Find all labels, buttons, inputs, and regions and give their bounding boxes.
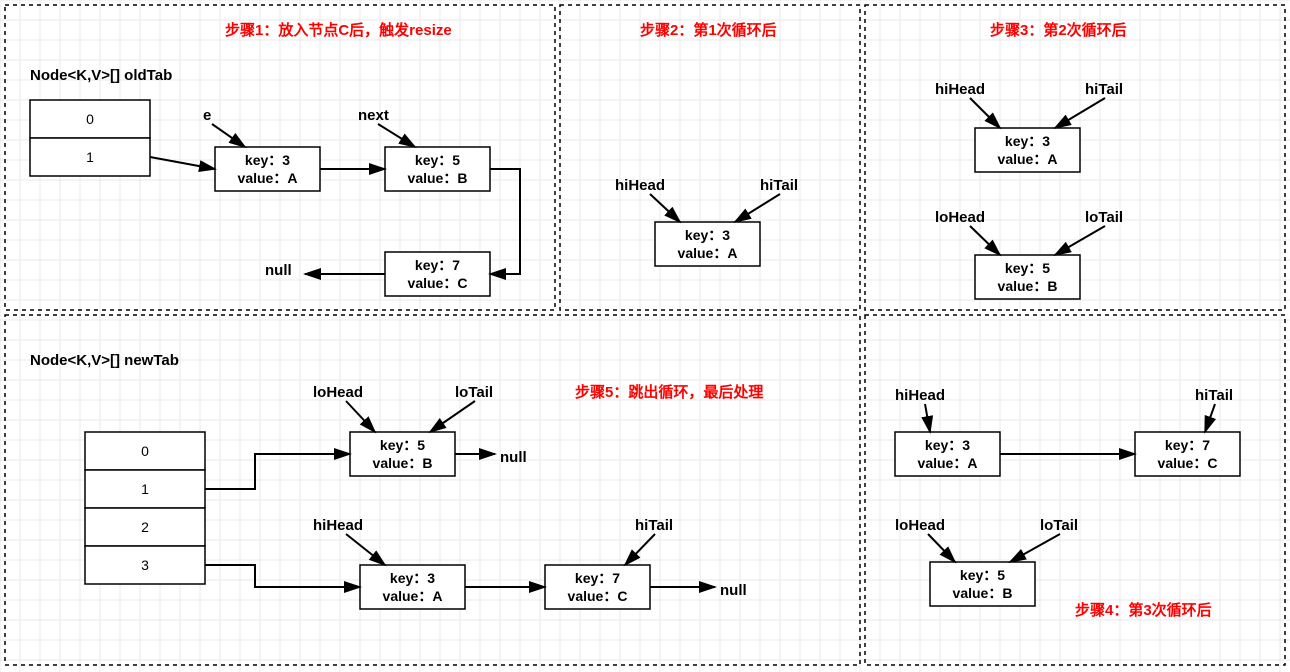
arrow	[735, 194, 780, 222]
p3-hihead: hiHead	[935, 81, 985, 98]
svg-text:key：3: key：3	[925, 437, 970, 453]
arrow	[928, 534, 955, 562]
arrow	[490, 169, 520, 274]
svg-text:value：B: value：B	[998, 278, 1058, 294]
step-title-p3: 步骤3：第2次循环后	[990, 21, 1127, 39]
p2-hihead: hiHead	[615, 177, 665, 194]
svg-text:value：A: value：A	[383, 588, 443, 604]
svg-text:key：7: key：7	[415, 257, 460, 273]
arrow	[970, 98, 1000, 128]
p1-node-5: key：5 value：B	[385, 147, 490, 191]
p5-node-hi3: key：3 value：A	[360, 565, 465, 609]
arrow	[205, 454, 350, 489]
arrow	[205, 565, 360, 587]
svg-text:value：B: value：B	[953, 585, 1013, 601]
svg-text:value：A: value：A	[998, 151, 1058, 167]
svg-text:1: 1	[141, 481, 149, 497]
svg-text:key：5: key：5	[960, 567, 1005, 583]
diagram-canvas: 步骤1：放入节点C后，触发resize 步骤2：第1次循环后 步骤3：第2次循环后步…	[0, 0, 1290, 672]
svg-text:key：5: key：5	[1005, 260, 1050, 276]
svg-text:2: 2	[141, 519, 149, 535]
newtab-label: Node<K,V>[] newTab	[30, 352, 179, 369]
p3-lohead: loHead	[935, 209, 985, 226]
p1-null: null	[265, 262, 292, 279]
step-title-p5: 步骤5：跳出循环，最后处理	[575, 383, 763, 401]
arrow	[925, 404, 930, 432]
svg-text:key：3: key：3	[1005, 133, 1050, 149]
svg-text:3: 3	[141, 557, 149, 573]
p5-null2: null	[720, 582, 747, 599]
svg-text:value：C: value：C	[1158, 455, 1218, 471]
arrow	[1010, 534, 1060, 562]
oldtab-array: 01	[30, 100, 150, 176]
svg-text:key：3: key：3	[390, 570, 435, 586]
svg-text:key：3: key：3	[685, 227, 730, 243]
svg-text:value：B: value：B	[408, 170, 468, 186]
p5-lohead: loHead	[313, 384, 363, 401]
svg-text:value：A: value：A	[238, 170, 298, 186]
p5-lotail: loTail	[455, 384, 493, 401]
p4-hitail: hiTail	[1195, 387, 1233, 404]
p1-node-7: key：7 value：C	[385, 252, 490, 296]
arrow	[650, 194, 680, 222]
p2-hitail: hiTail	[760, 177, 798, 194]
p5-null1: null	[500, 449, 527, 466]
oldtab-label: Node<K,V>[] oldTab	[30, 67, 172, 84]
arrow	[378, 124, 415, 147]
p2-node-3: key：3 value：A	[655, 222, 760, 266]
p4-node-7: key：7 value：C	[1135, 432, 1240, 476]
svg-text:key：5: key：5	[415, 152, 460, 168]
p1-node-3: key：3 value：A	[215, 147, 320, 191]
ptr-e: e	[203, 107, 211, 124]
p3-node-3: key：3 value：A	[975, 128, 1080, 172]
svg-text:key：7: key：7	[1165, 437, 1210, 453]
p5-node-lo5: key：5 value：B	[350, 432, 455, 476]
svg-text:key：3: key：3	[245, 152, 290, 168]
step-title-p2: 步骤2：第1次循环后	[640, 21, 777, 39]
p4-hihead: hiHead	[895, 387, 945, 404]
arrow	[430, 401, 475, 432]
p5-hitail: hiTail	[635, 517, 673, 534]
svg-text:value：A: value：A	[918, 455, 978, 471]
p5-hihead: hiHead	[313, 517, 363, 534]
p4-node-3: key：3 value：A	[895, 432, 1000, 476]
p3-node-5: key：5 value：B	[975, 255, 1080, 299]
svg-text:key：5: key：5	[380, 437, 425, 453]
svg-text:value：C: value：C	[408, 275, 468, 291]
svg-text:0: 0	[86, 111, 94, 127]
p4-node-5: key：5 value：B	[930, 562, 1035, 606]
step-title-p4: 步骤4：第3次循环后	[1075, 601, 1212, 619]
svg-text:value：C: value：C	[568, 588, 628, 604]
svg-text:1: 1	[86, 149, 94, 165]
arrow	[1205, 404, 1215, 432]
svg-text:key：7: key：7	[575, 570, 620, 586]
newtab-array: 0 1 2 3	[85, 432, 205, 584]
p4-lotail: loTail	[1040, 517, 1078, 534]
step-title-p1: 步骤1：放入节点C后，触发resize	[225, 21, 452, 39]
p4-lohead: loHead	[895, 517, 945, 534]
p3-hitail: hiTail	[1085, 81, 1123, 98]
svg-text:value：B: value：B	[373, 455, 433, 471]
svg-text:value：A: value：A	[678, 245, 738, 261]
p3-lotail: loTail	[1085, 209, 1123, 226]
svg-text:0: 0	[141, 443, 149, 459]
p5-node-hi7: key：7 value：C	[545, 565, 650, 609]
ptr-next: next	[358, 107, 389, 124]
